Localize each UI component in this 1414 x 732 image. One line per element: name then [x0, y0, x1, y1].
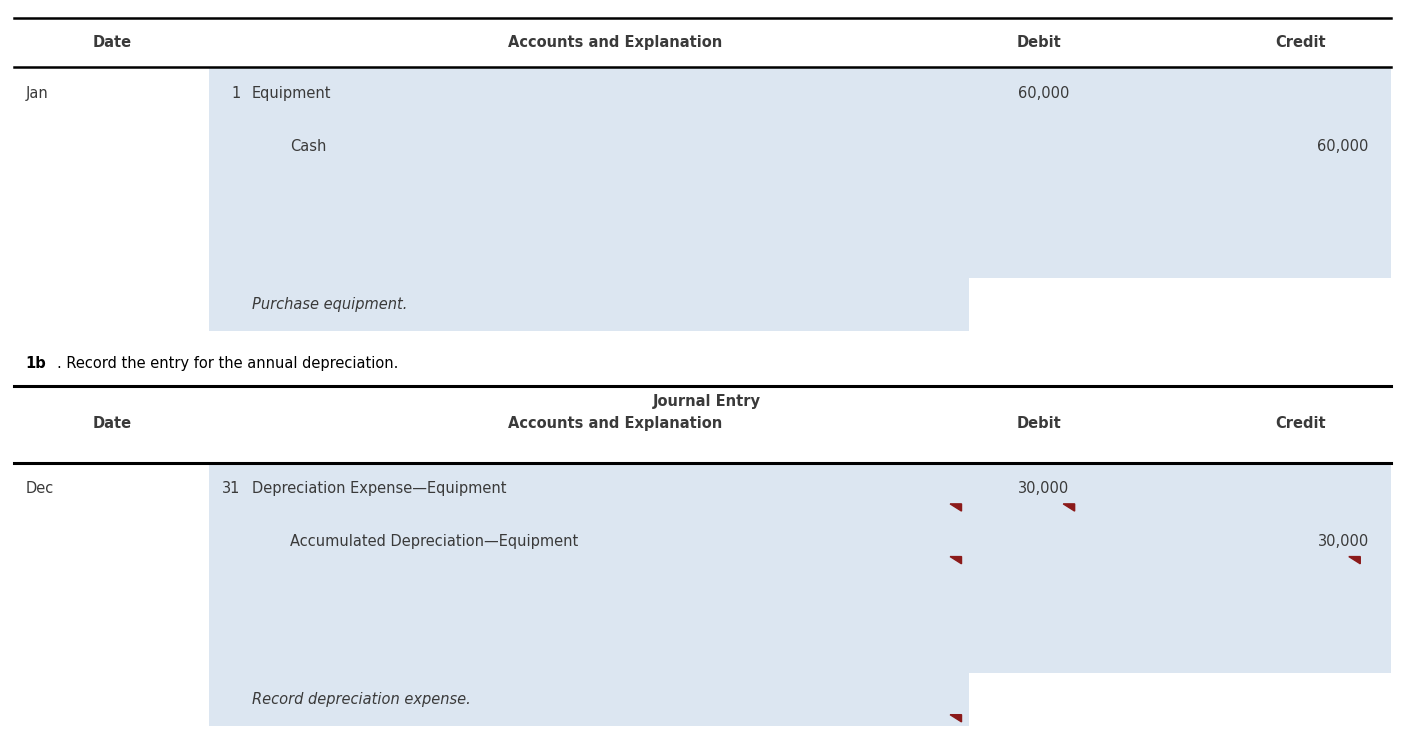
Text: Debit: Debit: [1017, 417, 1062, 431]
Text: Equipment: Equipment: [252, 86, 331, 101]
Bar: [969, 673, 1391, 726]
Text: Accumulated Depreciation—Equipment: Accumulated Depreciation—Equipment: [290, 534, 578, 549]
Text: 60,000: 60,000: [1018, 86, 1069, 101]
Polygon shape: [1349, 556, 1360, 564]
Text: Journal Entry: Journal Entry: [653, 395, 761, 409]
Bar: [209, 67, 1391, 331]
Text: 1b: 1b: [25, 356, 47, 371]
Bar: [14, 463, 209, 515]
Text: Credit: Credit: [1275, 35, 1326, 51]
Text: . Record the entry for the annual depreciation.: . Record the entry for the annual deprec…: [57, 356, 397, 371]
Text: 1: 1: [230, 86, 240, 101]
Text: Depreciation Expense—Equipment: Depreciation Expense—Equipment: [252, 482, 506, 496]
Text: Accounts and Explanation: Accounts and Explanation: [508, 417, 723, 431]
Polygon shape: [950, 556, 962, 564]
Text: 31: 31: [222, 482, 240, 496]
Polygon shape: [950, 504, 962, 511]
Polygon shape: [950, 714, 962, 722]
Text: 30,000: 30,000: [1318, 534, 1369, 549]
Text: Jan: Jan: [25, 86, 48, 101]
Bar: [14, 67, 209, 120]
Bar: [969, 278, 1391, 331]
Text: Debit: Debit: [1017, 35, 1062, 51]
Polygon shape: [1063, 504, 1075, 511]
Text: Date: Date: [92, 417, 132, 431]
Text: Date: Date: [92, 35, 132, 51]
Text: Record depreciation expense.: Record depreciation expense.: [252, 692, 471, 707]
Text: Purchase equipment.: Purchase equipment.: [252, 297, 407, 312]
Text: Accounts and Explanation: Accounts and Explanation: [508, 35, 723, 51]
Text: 30,000: 30,000: [1018, 482, 1069, 496]
Text: 60,000: 60,000: [1318, 139, 1369, 154]
Text: Credit: Credit: [1275, 417, 1326, 431]
Bar: [209, 463, 1391, 726]
Text: Dec: Dec: [25, 482, 54, 496]
Text: Cash: Cash: [290, 139, 327, 154]
